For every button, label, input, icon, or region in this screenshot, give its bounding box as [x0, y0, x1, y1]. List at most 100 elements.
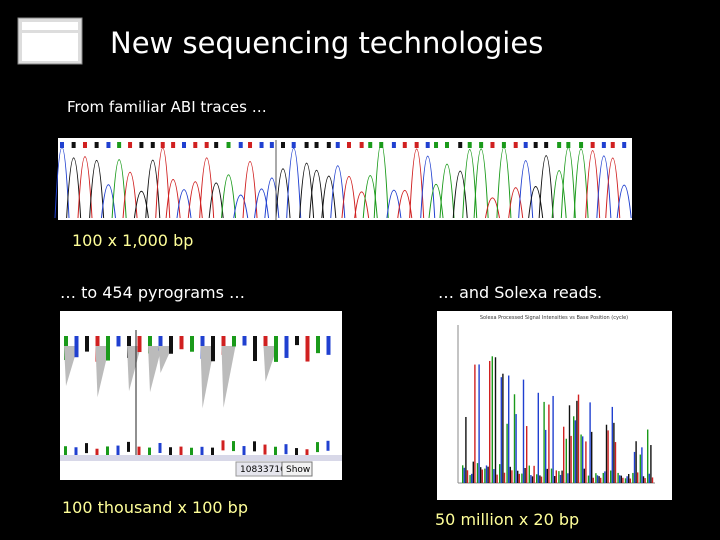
intensity-bar [537, 392, 539, 483]
base-call [280, 142, 285, 148]
base-call [533, 142, 538, 148]
intensity-bar [500, 377, 502, 483]
base-call [391, 142, 396, 148]
intensity-bar [543, 401, 545, 483]
flow-bar [305, 336, 310, 362]
trace-peak [208, 182, 224, 219]
base-call [346, 142, 351, 148]
intensity-bar [462, 465, 464, 483]
intensity-bar [493, 469, 495, 483]
intensity-bar [580, 434, 582, 483]
base-call [523, 142, 528, 148]
flow-shadow [127, 346, 141, 392]
base-call [82, 142, 87, 148]
intensity-bar [536, 474, 538, 483]
trace-peak [386, 189, 402, 219]
trace-peak [254, 188, 270, 219]
abi-trace-image [58, 138, 632, 220]
base-call [160, 142, 165, 148]
trace-peak [275, 168, 291, 219]
trace-peak [452, 170, 468, 219]
intensity-bar [642, 476, 645, 483]
intensity-bar [596, 475, 599, 483]
intensity-bar [576, 400, 578, 483]
intensity-bar [598, 476, 600, 483]
intensity-bar [602, 472, 604, 483]
flow-base [232, 441, 235, 452]
intensity-bar [629, 478, 631, 483]
solexa-caption: … and Solexa reads. [438, 283, 603, 302]
pyrogram-bars [60, 330, 342, 461]
base-call [490, 142, 495, 148]
intensity-bar [619, 475, 621, 483]
intensity-bar [570, 435, 572, 483]
intensity-bar [644, 478, 646, 483]
intensity-bar [545, 429, 547, 483]
trace-peak [309, 169, 325, 219]
flow-base [74, 447, 78, 458]
intensity-bar [641, 447, 643, 483]
base-call [226, 142, 231, 148]
intensity-bar [567, 473, 569, 483]
base-call [434, 142, 439, 148]
trace-peak [551, 170, 567, 219]
solexa-chart-title: Solexa Processed Signal Intensities vs B… [480, 315, 628, 321]
base-call [128, 142, 133, 148]
base-call [60, 142, 65, 148]
intensity-bar [476, 463, 479, 483]
intensity-bar [503, 472, 506, 483]
show-button[interactable] [281, 461, 313, 477]
sequence-strip [60, 455, 342, 461]
base-call [117, 142, 122, 148]
intensity-bar [539, 475, 541, 483]
base-call [601, 142, 606, 148]
flow-base [326, 440, 330, 451]
flow-base [305, 449, 309, 460]
intensity-bar [568, 405, 571, 483]
intensity-bar [521, 473, 523, 483]
base-call [579, 142, 584, 148]
abi-stat: 100 x 1,000 bp [72, 231, 194, 250]
base-call [467, 142, 472, 148]
intensity-bar [480, 467, 482, 483]
trace-peak [133, 191, 149, 219]
abi-peaks [54, 140, 632, 220]
flow-base [85, 443, 88, 454]
trace-peak [538, 155, 554, 219]
flow-bar [232, 336, 236, 347]
intensity-bar [648, 473, 650, 483]
intensity-bar [499, 464, 501, 483]
flow-bar [137, 336, 142, 353]
trace-peak [428, 183, 444, 219]
flow-base [274, 446, 277, 457]
intensity-bar [528, 465, 530, 483]
title: New sequencing technologies [110, 26, 544, 60]
intensity-bar [559, 474, 562, 483]
intensity-bar [595, 473, 597, 483]
flow-bar [316, 336, 320, 354]
base-call [402, 142, 407, 148]
trace-peak [508, 187, 524, 219]
solexa-chart-image [437, 311, 672, 500]
trace-peak [242, 161, 258, 219]
intensity-bar [610, 470, 612, 483]
abi-caption: From familiar ABI traces … [67, 98, 267, 116]
flow-bar [263, 336, 268, 348]
trace-peak [596, 155, 612, 219]
intensity-bar [471, 473, 473, 483]
flow-base [106, 446, 109, 457]
intensity-bar [604, 471, 606, 483]
base-call [193, 142, 198, 148]
show-button-label[interactable]: Show [286, 465, 310, 475]
trace-peak [484, 197, 500, 219]
flow-bar [106, 336, 110, 361]
flow-bar [169, 336, 173, 354]
intensity-bar [517, 470, 519, 483]
intensity-bar [561, 470, 563, 483]
trace-peak [573, 148, 589, 219]
intensity-bar [613, 422, 615, 483]
base-call [590, 142, 595, 148]
flow-bar [295, 336, 299, 346]
flow-base [200, 446, 204, 457]
